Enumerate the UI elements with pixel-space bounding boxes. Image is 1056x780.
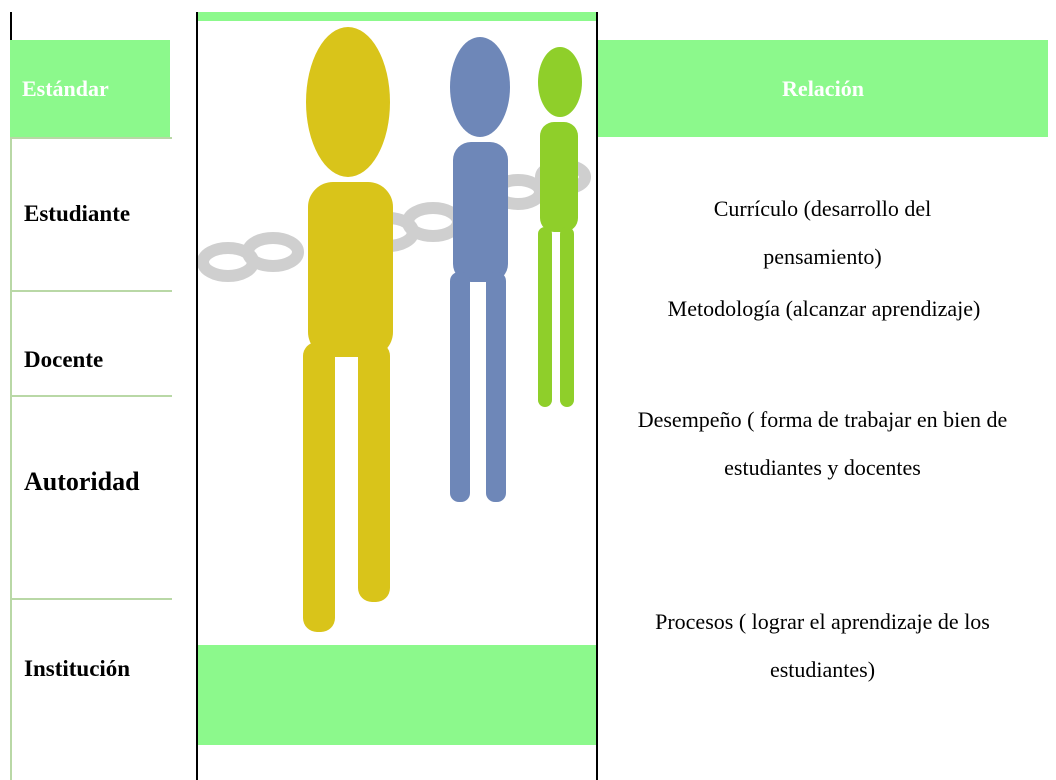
green-figure: [538, 47, 582, 407]
col-border: [10, 137, 12, 780]
relation-text: Currículo (desarrollo del pensamiento): [713, 196, 932, 269]
relation-text: Procesos ( lograr el aprendizaje de los …: [655, 609, 990, 682]
image-strip: [198, 12, 596, 21]
header-cell: Estándar: [10, 40, 170, 137]
row-border: [10, 290, 172, 292]
chain: [198, 159, 591, 282]
col-border: [596, 12, 598, 780]
row-border: [10, 598, 172, 600]
row-label: Institución: [24, 656, 131, 681]
relation-text: Metodología (alcanzar aprendizaje): [667, 296, 981, 321]
row-label: Docente: [24, 346, 104, 372]
row-border: [10, 137, 172, 139]
header-cell: Relación: [598, 40, 1048, 137]
row-label: Autoridad: [24, 466, 140, 496]
relation-text: Desempeño ( forma de trabajar en bien de…: [637, 407, 1008, 480]
illustration: [198, 12, 596, 745]
yellow-figure: [303, 27, 393, 632]
blue-figure: [450, 37, 510, 502]
image-strip: [198, 645, 596, 745]
col-border: [10, 12, 12, 40]
row-label: Estudiante: [24, 200, 131, 226]
row-border: [10, 395, 172, 397]
col-border: [196, 12, 198, 780]
